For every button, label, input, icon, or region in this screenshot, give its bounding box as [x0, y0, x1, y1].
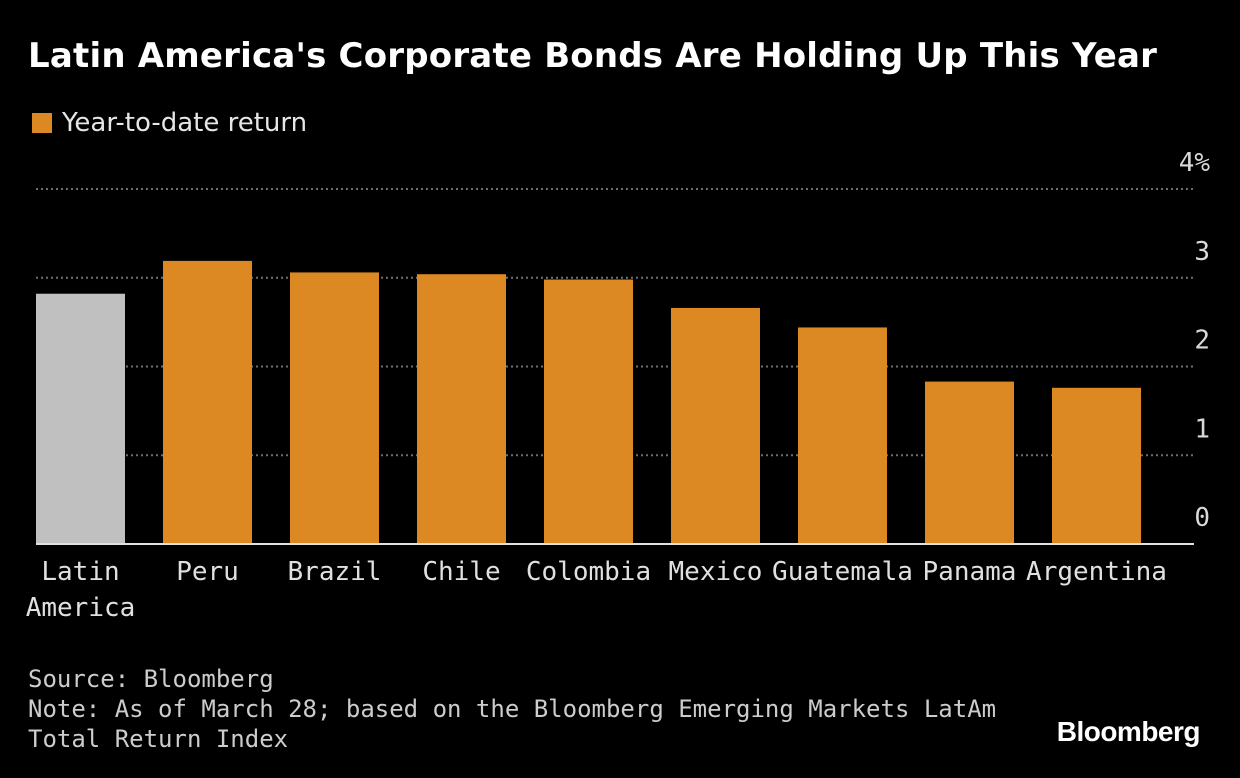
- x-tick-label: Panama: [923, 557, 1017, 587]
- bar: [1052, 387, 1141, 544]
- bar-chart: 0 1 2 3 4% Latin America Peru Brazil Chile Colombi…: [26, 148, 1211, 623]
- y-tick-label: 3: [1194, 237, 1210, 267]
- y-tick-label: 1: [1194, 414, 1210, 444]
- x-tick-label: Mexico: [669, 557, 763, 587]
- bar: [163, 260, 252, 544]
- x-tick-label: Peru: [176, 557, 239, 587]
- bar: [417, 274, 506, 544]
- x-tick-label: America: [26, 593, 136, 623]
- bar: [925, 381, 1014, 544]
- y-tick-label: 4%: [1179, 148, 1211, 178]
- bar: [798, 327, 887, 544]
- legend: Year-to-date return: [32, 108, 307, 138]
- y-tick-label: 2: [1194, 326, 1210, 356]
- legend-label: Year-to-date return: [62, 108, 308, 138]
- bar: [36, 293, 125, 544]
- chart-title: Latin America's Corporate Bonds Are Hold…: [28, 36, 1158, 76]
- note-text-line-2: Total Return Index: [28, 725, 289, 753]
- bar: [290, 272, 379, 544]
- bloomberg-logo: Bloomberg: [1056, 716, 1201, 747]
- x-tick-label: Guatemala: [772, 557, 913, 587]
- footer: Source: Bloomberg Note: As of March 28; …: [28, 664, 996, 754]
- legend-swatch: [32, 113, 52, 133]
- note-text-line-1: Note: As of March 28; based on the Bloom…: [28, 695, 997, 723]
- source-text: Source: Bloomberg: [28, 665, 274, 693]
- x-tick-label: Chile: [422, 557, 500, 587]
- x-tick-label: Latin: [41, 557, 119, 587]
- x-tick-label: Brazil: [288, 557, 382, 587]
- bar: [671, 307, 760, 544]
- bar: [544, 279, 633, 544]
- y-tick-label: 0: [1194, 503, 1210, 533]
- x-tick-label: Colombia: [526, 557, 651, 587]
- x-tick-label: Argentina: [1026, 557, 1167, 587]
